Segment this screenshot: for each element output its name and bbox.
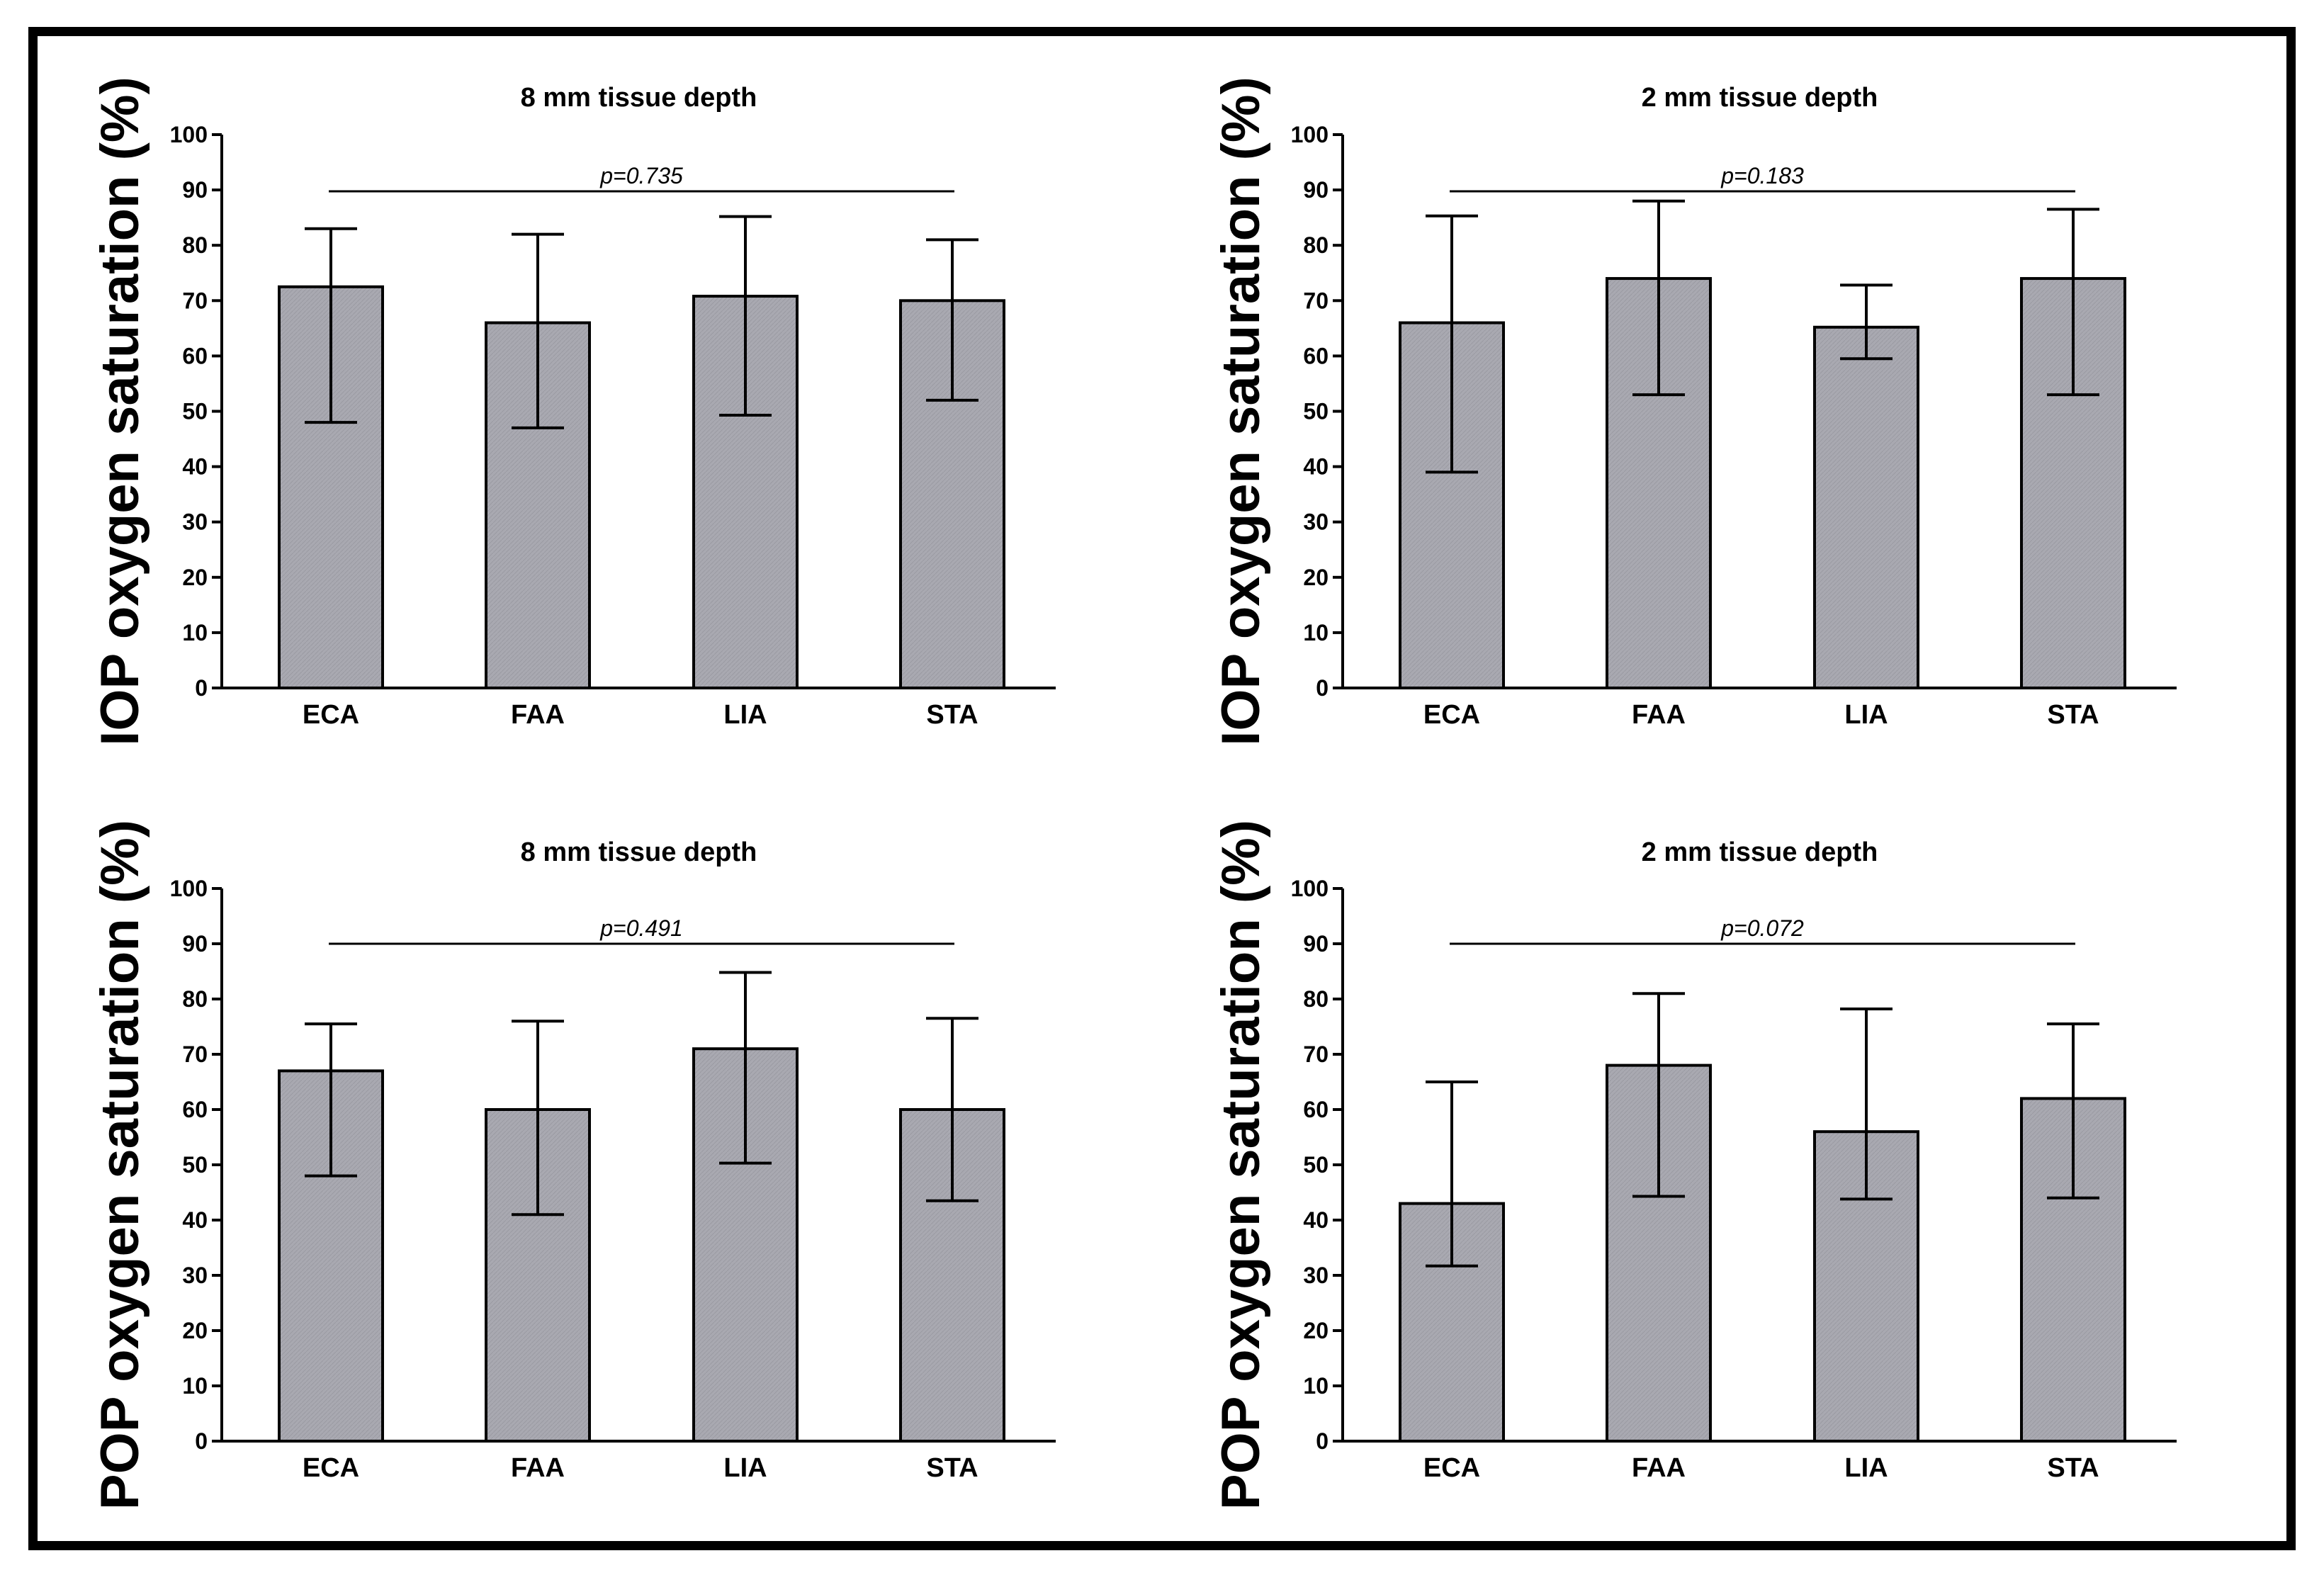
y-tick-label: 10	[182, 620, 208, 645]
y-tick-label: 80	[1303, 986, 1329, 1012]
y-tick-label: 30	[1303, 509, 1329, 535]
x-tick-label: STA	[2047, 1453, 2099, 1483]
y-tick-label: 60	[1303, 343, 1329, 368]
y-tick-label: 90	[1303, 177, 1329, 203]
y-axis-label: POP oxygen saturation (%)	[90, 820, 150, 1510]
y-tick-label: 60	[182, 343, 208, 368]
x-tick-label: ECA	[303, 1453, 359, 1483]
y-tick-label: 30	[182, 1263, 208, 1288]
y-tick-label: 10	[1303, 620, 1329, 645]
y-tick-label: 0	[1316, 1428, 1329, 1454]
y-tick-label: 60	[1303, 1097, 1329, 1122]
y-tick-label: 70	[182, 1042, 208, 1067]
p-value-annotation: p=0.735	[599, 163, 683, 188]
y-tick-label: 90	[182, 177, 208, 203]
y-tick-label: 80	[182, 986, 208, 1012]
y-tick-label: 0	[1316, 675, 1329, 701]
p-value-annotation: p=0.183	[1720, 163, 1804, 188]
y-tick-label: 10	[1303, 1373, 1329, 1399]
y-tick-label: 40	[182, 1207, 208, 1233]
x-tick-label: STA	[2047, 700, 2099, 730]
y-tick-label: 50	[1303, 399, 1329, 424]
bar-lia	[1813, 325, 1919, 689]
x-tick-label: LIA	[1844, 1453, 1888, 1483]
y-axis-label: IOP oxygen saturation (%)	[90, 77, 150, 746]
y-tick-label: 60	[182, 1097, 208, 1122]
y-tick-label: 50	[182, 399, 208, 424]
chart-panel-2: 2 mm tissue depth IOP oxygen saturation (…	[1211, 77, 2177, 746]
y-tick-label: 70	[1303, 1042, 1329, 1067]
x-tick-label: FAA	[511, 700, 565, 730]
y-tick-label: 70	[182, 288, 208, 313]
y-tick-label: 30	[182, 509, 208, 535]
y-tick-label: 0	[195, 675, 208, 701]
y-tick-label: 70	[1303, 288, 1329, 313]
chart-title: 2 mm tissue depth	[1642, 83, 1878, 113]
y-tick-label: 100	[1291, 876, 1329, 901]
chart-panel-1: 8 mm tissue depth IOP oxygen saturation (…	[90, 77, 1056, 746]
y-axis-label: IOP oxygen saturation (%)	[1211, 77, 1271, 746]
x-tick-label: FAA	[511, 1453, 565, 1483]
chart-title: 2 mm tissue depth	[1642, 837, 1878, 867]
x-tick-label: ECA	[1423, 1453, 1480, 1483]
y-tick-label: 30	[1303, 1263, 1329, 1288]
x-tick-label: STA	[926, 1453, 978, 1483]
y-tick-label: 50	[1303, 1152, 1329, 1178]
chart-title: 8 mm tissue depth	[521, 837, 757, 867]
y-tick-label: 80	[182, 232, 208, 258]
y-tick-label: 20	[1303, 1318, 1329, 1343]
x-tick-label: FAA	[1632, 700, 1686, 730]
y-tick-label: 10	[182, 1373, 208, 1399]
y-tick-label: 100	[170, 122, 208, 147]
y-tick-label: 20	[1303, 565, 1329, 590]
x-tick-label: ECA	[303, 700, 359, 730]
y-tick-label: 50	[182, 1152, 208, 1178]
y-tick-label: 90	[182, 931, 208, 957]
y-tick-label: 40	[1303, 454, 1329, 480]
y-tick-label: 40	[182, 454, 208, 480]
x-tick-label: LIA	[723, 700, 767, 730]
y-tick-label: 20	[182, 1318, 208, 1343]
x-tick-label: LIA	[1844, 700, 1888, 730]
chart-title: 8 mm tissue depth	[521, 83, 757, 113]
x-tick-label: ECA	[1423, 700, 1480, 730]
y-tick-label: 90	[1303, 931, 1329, 957]
y-tick-label: 20	[182, 565, 208, 590]
p-value-annotation: p=0.072	[1720, 915, 1804, 941]
p-value-annotation: p=0.491	[599, 915, 683, 941]
chart-panel-4: 2 mm tissue depth POP oxygen saturation (…	[1211, 820, 2177, 1510]
y-axis-label: POP oxygen saturation (%)	[1211, 820, 1271, 1510]
x-tick-label: LIA	[723, 1453, 767, 1483]
y-tick-label: 100	[1291, 122, 1329, 147]
y-tick-label: 100	[170, 876, 208, 901]
chart-panel-3: 8 mm tissue depth POP oxygen saturation (…	[90, 820, 1056, 1510]
y-tick-label: 80	[1303, 232, 1329, 258]
y-tick-label: 0	[195, 1428, 208, 1454]
y-tick-label: 40	[1303, 1207, 1329, 1233]
figure-frame	[28, 27, 2296, 1550]
x-tick-label: FAA	[1632, 1453, 1686, 1483]
x-tick-label: STA	[926, 700, 978, 730]
